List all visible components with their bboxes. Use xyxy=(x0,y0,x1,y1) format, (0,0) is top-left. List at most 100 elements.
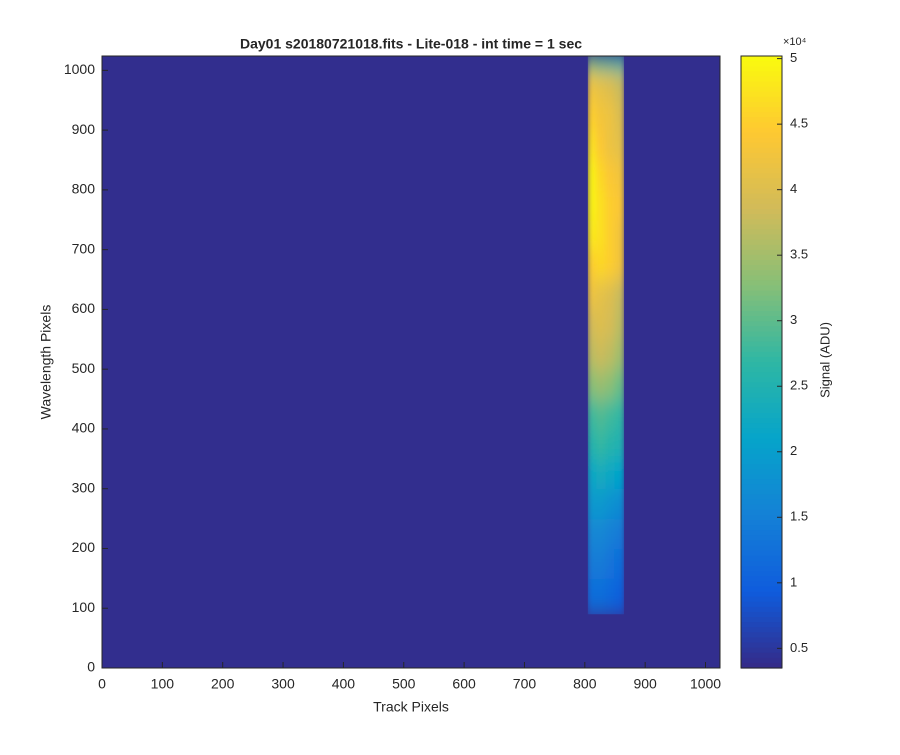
heatmap-cell xyxy=(596,249,607,281)
colorbar-swatch xyxy=(741,112,782,118)
colorbar-swatch xyxy=(741,311,782,317)
x-axis-label: Track Pixels xyxy=(373,699,449,715)
colorbar-swatch xyxy=(741,433,782,440)
colorbar-swatch xyxy=(741,601,782,608)
colorbar-swatch xyxy=(741,367,782,373)
colorbar-swatch xyxy=(741,448,782,455)
heatmap-cell xyxy=(605,398,616,430)
heatmap-cell xyxy=(614,488,625,520)
heatmap-cell xyxy=(605,308,616,340)
colorbar-swatch xyxy=(741,117,782,123)
heatmap-cell xyxy=(614,547,625,579)
x-tick-label: 800 xyxy=(573,676,597,692)
colorbar-swatch xyxy=(741,509,782,516)
heatmap-cell xyxy=(587,129,598,161)
colorbar-swatch xyxy=(741,642,782,649)
colorbar-swatch xyxy=(741,290,782,297)
colorbar-tick-label: 2 xyxy=(790,443,797,458)
colorbar-swatch xyxy=(741,560,782,567)
x-tick-label: 300 xyxy=(271,676,295,692)
colorbar-swatch xyxy=(741,464,782,470)
colorbar-swatch xyxy=(741,107,782,113)
colorbar-swatch xyxy=(741,193,782,200)
colorbar-swatch xyxy=(741,571,782,577)
colorbar-swatch xyxy=(741,423,782,429)
heatmap-cell xyxy=(596,129,607,161)
colorbar-tick-label: 1.5 xyxy=(790,509,808,524)
y-axis-label: Wavelength Pixels xyxy=(38,305,54,420)
colorbar-swatch xyxy=(741,484,782,491)
colorbar-swatch xyxy=(741,295,782,302)
colorbar-swatch xyxy=(741,316,782,322)
colorbar-swatch xyxy=(741,622,782,628)
colorbar-tick-label: 1 xyxy=(790,574,797,589)
colorbar-swatch xyxy=(741,489,782,496)
x-tick-label: 900 xyxy=(633,676,657,692)
heatmap-cell xyxy=(614,398,625,430)
colorbar-swatch xyxy=(741,535,782,542)
heatmap-cell xyxy=(614,219,625,251)
colorbar-swatch xyxy=(741,280,782,287)
y-tick-label: 100 xyxy=(72,599,96,615)
colorbar-swatch xyxy=(741,244,782,251)
colorbar-swatch xyxy=(741,142,782,149)
colorbar-swatch xyxy=(741,530,782,536)
colorbar-swatch xyxy=(741,96,782,103)
colorbar-swatch xyxy=(741,555,782,562)
colorbar-swatch xyxy=(741,326,782,332)
colorbar-swatch xyxy=(741,209,782,215)
heatmap-cell xyxy=(614,458,625,490)
heatmap-cell xyxy=(605,368,616,400)
colorbar-swatch xyxy=(741,81,782,88)
colorbar-swatch xyxy=(741,617,782,623)
colorbar-swatch xyxy=(741,627,782,633)
y-tick-label: 600 xyxy=(72,300,96,316)
heatmap-cell xyxy=(587,249,598,281)
colorbar-swatch xyxy=(741,224,782,230)
colorbar-swatch xyxy=(741,336,782,343)
colorbar-swatch xyxy=(741,341,782,348)
colorbar-swatch xyxy=(741,265,782,271)
colorbar-swatch xyxy=(741,515,782,521)
heatmap-cell xyxy=(587,69,598,101)
heatmap-cell xyxy=(605,518,616,549)
y-tick-label: 700 xyxy=(72,240,96,256)
colorbar-swatch xyxy=(741,596,782,603)
colorbar-swatch xyxy=(741,453,782,460)
heatmap-cell xyxy=(587,308,598,340)
colorbar-exponent: ×10⁴ xyxy=(783,36,807,48)
heatmap-cell xyxy=(596,547,607,579)
colorbar-swatch xyxy=(741,662,782,669)
colorbar-swatch xyxy=(741,520,782,526)
colorbar-swatch xyxy=(741,152,782,159)
colorbar-swatch xyxy=(741,122,782,128)
heatmap-cell xyxy=(605,458,616,490)
heatmap-cell xyxy=(596,338,607,370)
colorbar-swatch xyxy=(741,91,782,98)
colorbar-swatch xyxy=(741,458,782,465)
colorbar-swatch xyxy=(741,321,782,327)
stripe xyxy=(587,56,625,615)
colorbar-swatch xyxy=(741,402,782,409)
colorbar-swatch xyxy=(741,382,782,389)
colorbar-swatch xyxy=(741,198,782,205)
colorbar-swatch xyxy=(741,203,782,210)
heatmap-cell xyxy=(587,279,598,310)
colorbar-swatch xyxy=(741,632,782,638)
colorbar-tick-label: 4.5 xyxy=(790,116,808,131)
colorbar-swatch xyxy=(741,540,782,547)
heatmap-cell xyxy=(614,577,625,615)
heatmap-cell xyxy=(605,547,616,579)
heatmap-cell xyxy=(596,428,607,460)
colorbar-swatch xyxy=(741,158,782,164)
heatmap-cell xyxy=(596,398,607,430)
y-tick-label: 300 xyxy=(72,479,96,495)
colorbar-swatch xyxy=(741,173,782,179)
colorbar-swatch xyxy=(741,438,782,445)
y-tick-label: 800 xyxy=(72,181,96,197)
heatmap-cell xyxy=(614,99,625,131)
colorbar-swatch xyxy=(741,494,782,501)
colorbar-swatch xyxy=(741,606,782,613)
colorbar-swatch xyxy=(741,550,782,557)
